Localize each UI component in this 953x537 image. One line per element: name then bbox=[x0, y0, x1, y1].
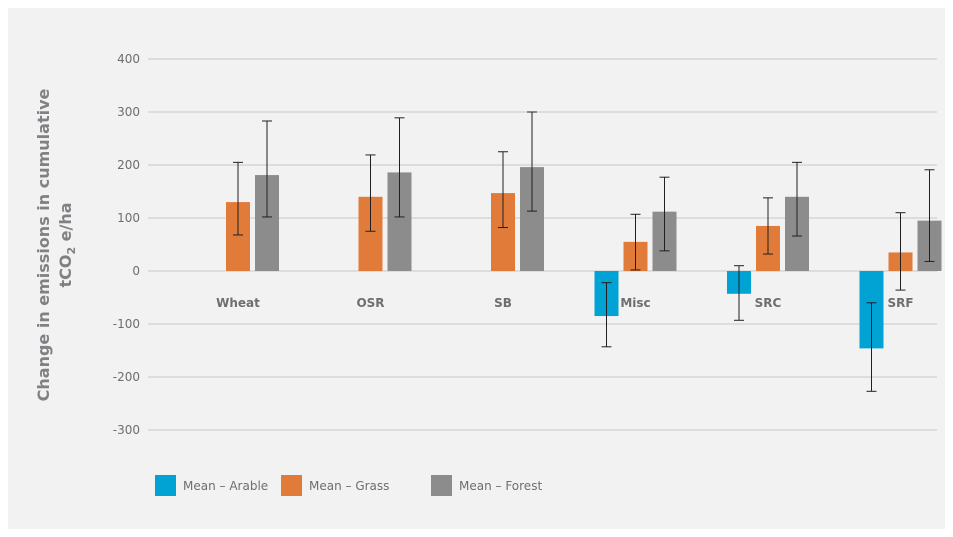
category-label-src: SRC bbox=[755, 296, 782, 310]
y-tick-label: -200 bbox=[113, 370, 140, 384]
legend-swatch bbox=[155, 475, 176, 496]
y-tick-label: -100 bbox=[113, 317, 140, 331]
error-bar bbox=[763, 197, 773, 255]
category-label-osr: OSR bbox=[356, 296, 384, 310]
y-axis-label-line2: tCO2 e/ha bbox=[56, 202, 78, 287]
legend-swatch bbox=[431, 475, 452, 496]
error-bar bbox=[394, 117, 405, 218]
legend-swatch bbox=[281, 475, 302, 496]
category-label-wheat: Wheat bbox=[216, 296, 260, 310]
error-bar bbox=[601, 282, 612, 348]
y-tick-label: 400 bbox=[117, 52, 140, 66]
bars bbox=[226, 167, 942, 349]
category-label-sb: SB bbox=[494, 296, 512, 310]
category-label-srf: SRF bbox=[887, 296, 913, 310]
legend: Mean – Arable Mean – Grass Mean – Forest bbox=[155, 475, 542, 496]
y-tick-label: 200 bbox=[117, 158, 140, 172]
y-tick-label: 100 bbox=[117, 211, 140, 225]
y-axis-label: Change in emissions in cumulative tCO2 e… bbox=[34, 88, 78, 401]
y-axis-label-pre: tCO bbox=[56, 255, 75, 288]
gridlines bbox=[148, 58, 937, 431]
y-axis-label-sub: 2 bbox=[65, 247, 78, 255]
y-axis-ticks: 400 300 200 100 0 -100 -200 -300 bbox=[113, 52, 140, 437]
error-bar bbox=[262, 120, 272, 218]
error-bar bbox=[527, 111, 537, 212]
error-bar bbox=[866, 302, 877, 392]
error-bar bbox=[734, 265, 744, 321]
error-bar bbox=[895, 212, 906, 291]
error-bar bbox=[498, 151, 508, 229]
y-axis-label-post: e/ha bbox=[56, 202, 75, 246]
legend-label: Mean – Grass bbox=[309, 479, 389, 493]
error-bars bbox=[233, 111, 935, 392]
y-tick-label: 0 bbox=[132, 264, 140, 278]
category-labels: Wheat OSR SB Misc SRC SRF bbox=[216, 296, 913, 310]
y-axis-label-line1: Change in emissions in cumulative bbox=[34, 88, 53, 401]
y-tick-label: -300 bbox=[113, 423, 140, 437]
error-bar bbox=[792, 161, 802, 237]
error-bar bbox=[630, 213, 641, 271]
error-bar bbox=[365, 154, 376, 232]
error-bar bbox=[659, 176, 670, 252]
error-bar bbox=[233, 161, 243, 236]
category-label-misc: Misc bbox=[620, 296, 650, 310]
y-tick-label: 300 bbox=[117, 105, 140, 119]
legend-label: Mean – Arable bbox=[183, 479, 268, 493]
legend-label: Mean – Forest bbox=[459, 479, 542, 493]
error-bar bbox=[924, 169, 935, 262]
